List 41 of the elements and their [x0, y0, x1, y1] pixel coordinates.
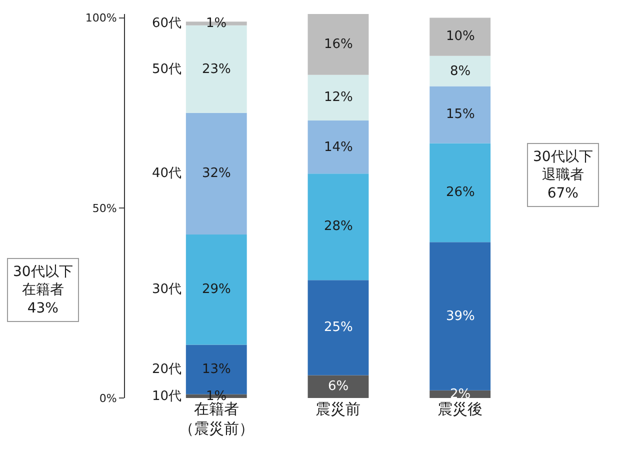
series-label: 60代 [152, 16, 182, 31]
bar [308, 120, 369, 174]
series-label: 20代 [152, 362, 182, 377]
data-label: 12% [324, 90, 353, 105]
bar [308, 174, 369, 280]
bar [308, 14, 369, 75]
y-tick-label: 0% [99, 392, 117, 405]
bar [430, 56, 491, 86]
y-tick-label: 50% [92, 202, 117, 215]
data-label: 13% [202, 362, 231, 377]
data-label: 10% [446, 29, 475, 44]
series-label: 40代 [152, 166, 182, 181]
data-label: 2% [450, 387, 471, 402]
data-label: 25% [324, 320, 353, 335]
data-label: 1% [206, 16, 227, 31]
bar [308, 375, 369, 398]
data-label: 23% [202, 62, 231, 77]
data-label: 16% [324, 37, 353, 52]
data-label: 6% [328, 379, 349, 394]
bar [430, 18, 491, 56]
bar [430, 86, 491, 144]
text: 30代以下在籍者43% [13, 264, 73, 316]
y-tick-label: 100% [85, 12, 117, 25]
text: 30代以下退職者67% [533, 149, 593, 202]
data-label: 39% [446, 309, 475, 324]
x-tick-label: 震災前 [316, 400, 361, 418]
data-label: 15% [446, 107, 475, 122]
bar [186, 234, 247, 345]
bar [308, 280, 369, 376]
data-label: 14% [324, 140, 353, 155]
x-tick-label: 震災後 [438, 400, 483, 418]
data-label: 32% [202, 166, 231, 181]
bar [430, 143, 491, 242]
data-label: 28% [324, 219, 353, 234]
bar [308, 74, 369, 120]
bar [186, 112, 247, 235]
series-label: 30代 [152, 282, 182, 297]
data-label: 29% [202, 282, 231, 297]
series-label: 50代 [152, 62, 182, 77]
data-label: 8% [450, 64, 471, 79]
data-label: 26% [446, 185, 475, 200]
